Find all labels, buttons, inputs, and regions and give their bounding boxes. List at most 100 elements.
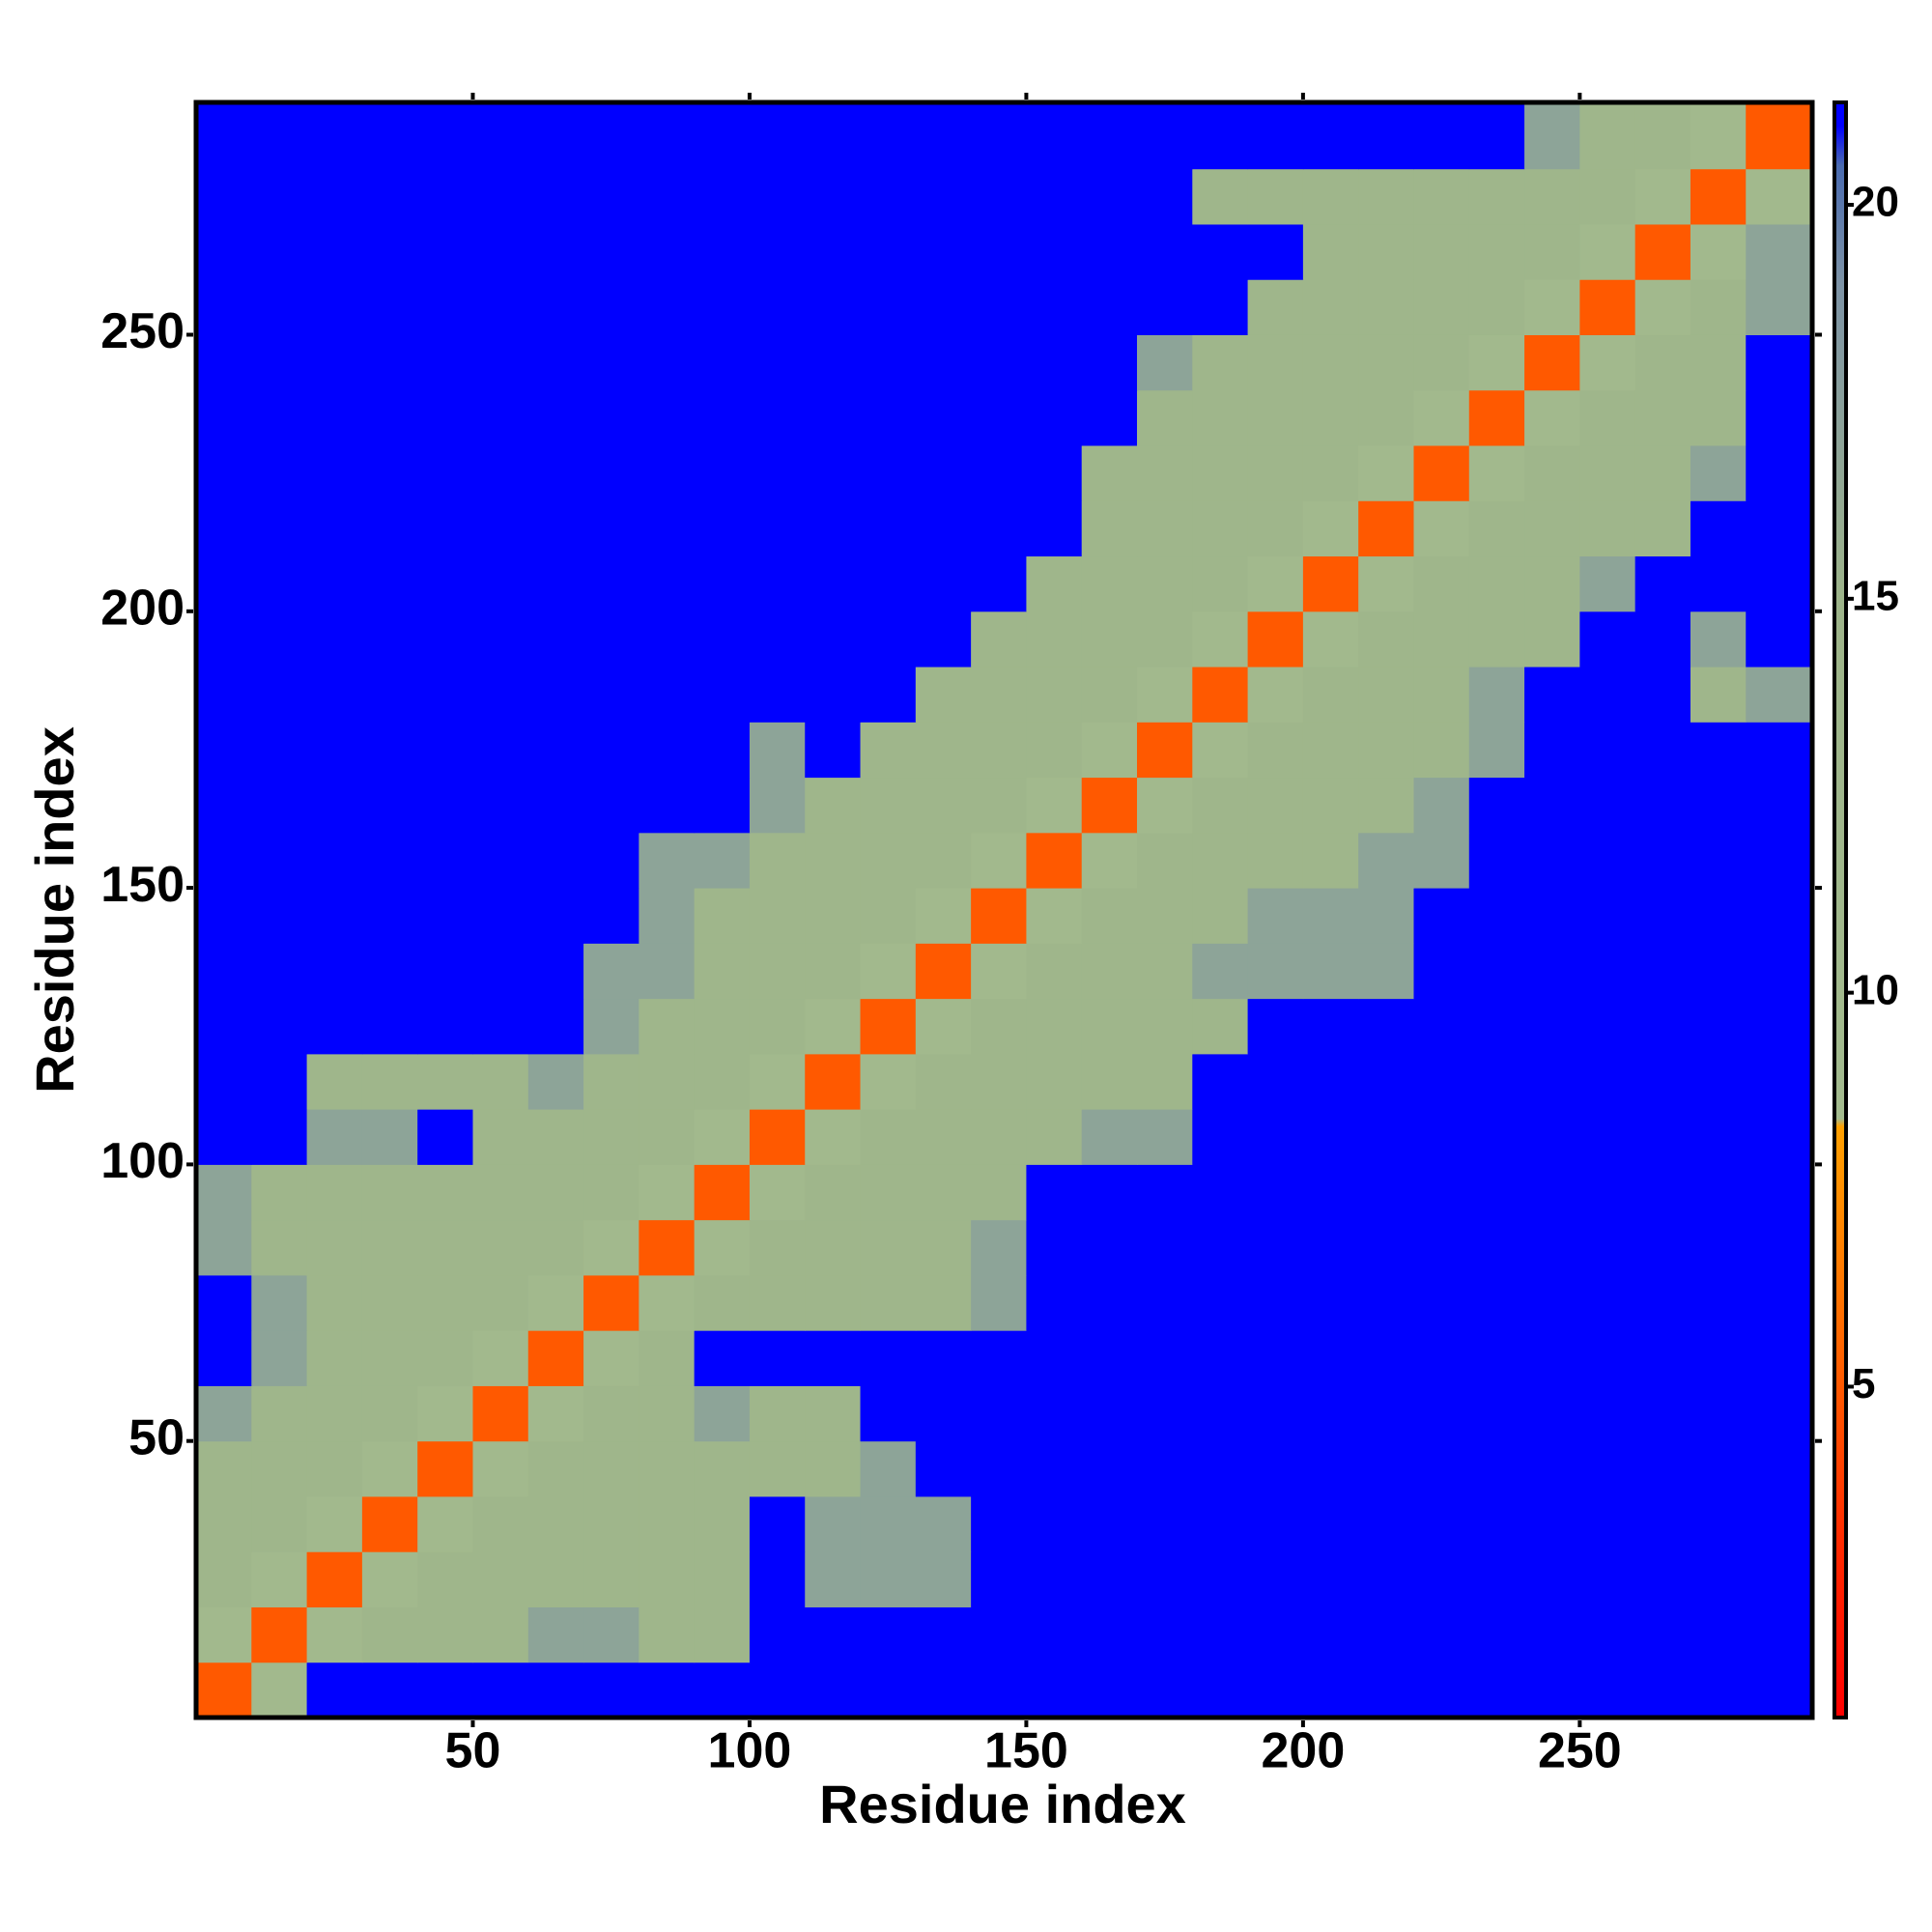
heatmap-cell — [915, 1053, 972, 1110]
heatmap-cell — [1302, 1606, 1359, 1663]
heatmap-cell — [251, 1662, 308, 1719]
heatmap-cell — [472, 1330, 529, 1386]
heatmap-cell — [306, 279, 363, 335]
heatmap-cell — [251, 389, 308, 446]
heatmap-cell — [1137, 611, 1193, 668]
heatmap-cell — [306, 1440, 363, 1497]
heatmap-cell — [915, 1662, 972, 1719]
heatmap-cell — [805, 722, 862, 779]
heatmap-cell — [1690, 389, 1747, 446]
heatmap-cell — [1634, 1606, 1691, 1663]
heatmap-cell — [306, 943, 363, 1000]
heatmap-cell — [1358, 998, 1414, 1055]
heatmap-cell — [1690, 998, 1747, 1055]
heatmap — [196, 102, 1813, 1719]
heatmap-cell — [1137, 667, 1193, 723]
heatmap-cell — [1468, 1662, 1525, 1719]
heatmap-cell — [1081, 279, 1138, 335]
colorbar-tick-label: 20 — [1852, 179, 1899, 226]
heatmap-cell — [1302, 334, 1359, 391]
heatmap-cell — [1468, 832, 1525, 889]
heatmap-cell — [1468, 500, 1525, 557]
heatmap-cell — [694, 611, 751, 668]
heatmap-cell — [527, 1606, 584, 1663]
heatmap-cell — [306, 722, 363, 779]
heatmap-cell — [1468, 943, 1525, 1000]
heatmap-cell — [749, 1109, 806, 1165]
heatmap-cell — [971, 943, 1027, 1000]
heatmap-cell — [1192, 1662, 1249, 1719]
heatmap-cell — [361, 611, 418, 668]
heatmap-cell — [1690, 667, 1747, 723]
heatmap-cell — [196, 334, 252, 391]
heatmap-cell — [694, 168, 751, 225]
heatmap-cell — [1690, 555, 1747, 612]
heatmap-cell — [1247, 777, 1304, 834]
heatmap-cell — [860, 1219, 917, 1276]
heatmap-cell — [1026, 223, 1083, 280]
heatmap-cell — [1192, 223, 1249, 280]
heatmap-cell — [805, 667, 862, 723]
heatmap-cell — [527, 722, 584, 779]
heatmap-cell — [306, 445, 363, 501]
heatmap-cell — [1081, 102, 1138, 170]
heatmap-cell — [1746, 279, 1813, 335]
heatmap-cell — [694, 1274, 751, 1331]
heatmap-cell — [860, 998, 917, 1055]
heatmap-cell — [1247, 334, 1304, 391]
y-tick-label: 150 — [100, 857, 185, 913]
heatmap-cell — [251, 1330, 308, 1386]
heatmap-cell — [527, 832, 584, 889]
heatmap-cell — [1192, 334, 1249, 391]
heatmap-cell — [251, 611, 308, 668]
heatmap-cell — [971, 667, 1027, 723]
heatmap-cell — [639, 1053, 696, 1110]
heatmap-cell — [1358, 334, 1414, 391]
heatmap-cell — [306, 1053, 363, 1110]
heatmap-cell — [749, 500, 806, 557]
heatmap-cell — [805, 888, 862, 944]
heatmap-cell — [805, 943, 862, 1000]
heatmap-cell — [1579, 1164, 1636, 1221]
heatmap-cell — [361, 279, 418, 335]
heatmap-cell — [694, 1662, 751, 1719]
heatmap-cell — [1413, 1330, 1470, 1386]
heatmap-cell — [915, 1274, 972, 1331]
heatmap-cell — [472, 1662, 529, 1719]
heatmap-cell — [1026, 1662, 1083, 1719]
heatmap-cell — [1690, 888, 1747, 944]
heatmap-cell — [1302, 1662, 1359, 1719]
heatmap-cell — [1302, 500, 1359, 557]
heatmap-cell — [1192, 1330, 1249, 1386]
heatmap-cell — [1302, 1551, 1359, 1607]
heatmap-cell — [251, 1164, 308, 1221]
heatmap-cell — [1137, 1606, 1193, 1663]
heatmap-cell — [1081, 1440, 1138, 1497]
heatmap-cell — [583, 1053, 639, 1110]
heatmap-cell — [805, 1662, 862, 1719]
heatmap-cell — [1524, 611, 1580, 668]
heatmap-cell — [527, 888, 584, 944]
heatmap-cell — [971, 1109, 1027, 1165]
heatmap-cell — [860, 667, 917, 723]
heatmap-cell — [472, 611, 529, 668]
heatmap-cell — [1690, 1274, 1747, 1331]
heatmap-cell — [1746, 168, 1813, 225]
heatmap-cell — [1524, 1440, 1580, 1497]
heatmap-cell — [1524, 1551, 1580, 1607]
heatmap-cell — [1081, 1385, 1138, 1442]
heatmap-cell — [1192, 777, 1249, 834]
heatmap-cell — [915, 667, 972, 723]
heatmap-cell — [805, 102, 862, 170]
heatmap-cell — [583, 1662, 639, 1719]
heatmap-cell — [694, 943, 751, 1000]
heatmap-cell — [1579, 943, 1636, 1000]
heatmap-cell — [472, 722, 529, 779]
heatmap-cell — [251, 1606, 308, 1663]
heatmap-cell — [915, 279, 972, 335]
heatmap-cell — [805, 1551, 862, 1607]
colorbar-tick-label: 15 — [1852, 572, 1899, 619]
heatmap-cell — [251, 888, 308, 944]
heatmap-cell — [1358, 1109, 1414, 1165]
heatmap-cell — [694, 1440, 751, 1497]
